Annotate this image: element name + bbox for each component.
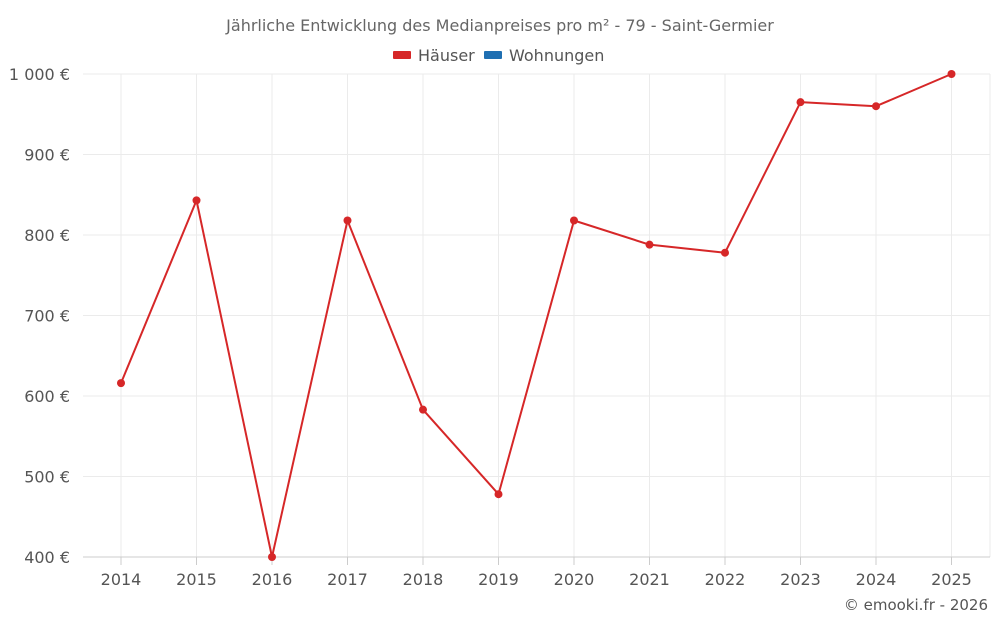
grid <box>83 73 991 557</box>
x-tick-label: 2025 <box>931 570 972 589</box>
x-tick-label: 2014 <box>101 570 142 589</box>
data-point[interactable] <box>117 379 125 388</box>
x-tick-label: 2017 <box>327 570 368 589</box>
x-tick-label: 2015 <box>176 570 217 589</box>
legend: Häuser Wohnungen <box>393 46 604 65</box>
series-line <box>120 73 952 558</box>
x-tick-label: 2019 <box>478 570 519 589</box>
legend-label-wohnungen[interactable]: Wohnungen <box>509 46 604 65</box>
data-point[interactable] <box>494 490 503 499</box>
x-tick-label: 2022 <box>705 570 746 589</box>
y-tick-label: 500 € <box>24 468 70 487</box>
data-point[interactable] <box>343 216 352 225</box>
data-point[interactable] <box>872 102 880 111</box>
y-tick-label: 1 000 € <box>9 65 70 84</box>
x-tick-label: 2018 <box>403 570 444 589</box>
series-haeuser <box>117 70 956 561</box>
chart-title: Jährliche Entwicklung des Medianpreises … <box>225 16 774 35</box>
y-tick-label: 600 € <box>24 387 70 406</box>
data-point[interactable] <box>419 405 427 414</box>
data-point[interactable] <box>645 240 654 249</box>
legend-label-haeuser[interactable]: Häuser <box>418 46 475 65</box>
axes: 400 € 500 € 600 € 700 € 800 € 900 € 1 000 € 201… <box>9 65 990 589</box>
data-point[interactable] <box>721 248 729 257</box>
x-tick-label: 2020 <box>554 570 595 589</box>
legend-swatch-haeuser[interactable] <box>393 51 411 59</box>
x-tick-label: 2021 <box>629 570 670 589</box>
data-point[interactable] <box>947 70 956 78</box>
data-point[interactable] <box>268 553 276 561</box>
data-point[interactable] <box>796 98 805 107</box>
x-tick-label: 2023 <box>780 570 821 589</box>
y-tick-label: 800 € <box>24 226 70 245</box>
x-tick-label: 2016 <box>252 570 293 589</box>
legend-swatch-wohnungen[interactable] <box>484 51 502 59</box>
x-tick-label: 2024 <box>856 570 897 589</box>
y-tick-label: 400 € <box>24 548 70 567</box>
y-tick-label: 700 € <box>24 307 70 326</box>
data-point[interactable] <box>192 196 201 205</box>
credit-text: © emooki.fr - 2026 <box>844 596 988 614</box>
data-point[interactable] <box>570 216 578 225</box>
y-tick-label: 900 € <box>24 146 70 165</box>
